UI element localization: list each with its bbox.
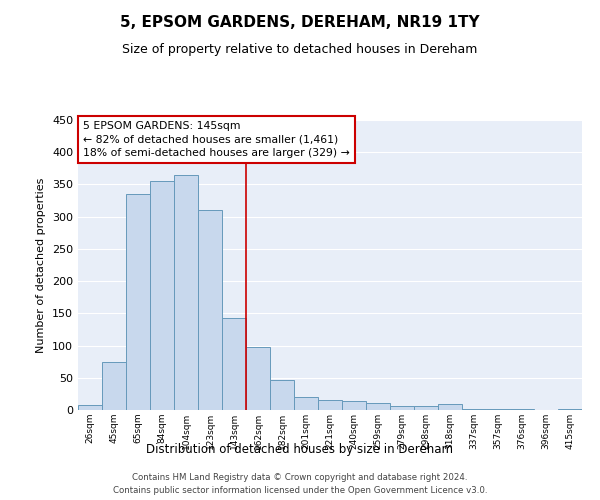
Bar	[150, 181, 174, 410]
Bar	[198, 210, 222, 410]
Bar	[126, 194, 150, 410]
Bar	[294, 397, 318, 410]
Bar	[78, 406, 102, 410]
Bar	[246, 347, 270, 410]
Bar	[318, 400, 342, 410]
Text: Contains HM Land Registry data © Crown copyright and database right 2024.: Contains HM Land Registry data © Crown c…	[132, 472, 468, 482]
Y-axis label: Number of detached properties: Number of detached properties	[37, 178, 46, 352]
Bar	[462, 408, 486, 410]
Bar	[270, 380, 294, 410]
Bar	[174, 175, 198, 410]
Text: Size of property relative to detached houses in Dereham: Size of property relative to detached ho…	[122, 42, 478, 56]
Bar	[438, 404, 462, 410]
Text: 5 EPSOM GARDENS: 145sqm
← 82% of detached houses are smaller (1,461)
18% of semi: 5 EPSOM GARDENS: 145sqm ← 82% of detache…	[83, 122, 350, 158]
Bar	[414, 406, 438, 410]
Text: Contains public sector information licensed under the Open Government Licence v3: Contains public sector information licen…	[113, 486, 487, 495]
Bar	[510, 408, 534, 410]
Bar	[222, 318, 246, 410]
Bar	[102, 362, 126, 410]
Bar	[390, 406, 414, 410]
Text: Distribution of detached houses by size in Dereham: Distribution of detached houses by size …	[146, 442, 454, 456]
Bar	[558, 408, 582, 410]
Text: 5, EPSOM GARDENS, DEREHAM, NR19 1TY: 5, EPSOM GARDENS, DEREHAM, NR19 1TY	[120, 15, 480, 30]
Bar	[366, 403, 390, 410]
Bar	[342, 401, 366, 410]
Bar	[486, 408, 510, 410]
